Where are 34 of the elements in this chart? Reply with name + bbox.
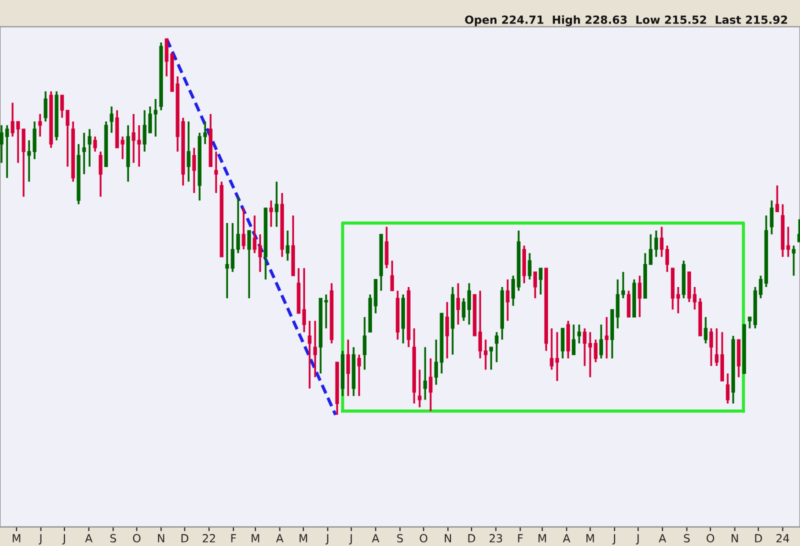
x-tick-label: N xyxy=(732,534,738,542)
x-tick-label: O xyxy=(132,534,140,542)
x-tick-label: M xyxy=(300,534,308,542)
x-tick-label: A xyxy=(372,534,380,542)
x-tick-label: J xyxy=(612,534,616,544)
x-tick-label: S xyxy=(110,534,116,542)
x-tick-label: 23 xyxy=(490,534,502,542)
x-tick-label: F xyxy=(518,534,523,542)
x-tick-label: A xyxy=(85,534,93,542)
x-tick-label: M xyxy=(586,534,594,542)
x-tick-label: J xyxy=(38,534,42,544)
x-tick-label: D xyxy=(755,534,762,542)
x-tick-label: J xyxy=(325,534,328,544)
x-tick-label: J xyxy=(62,534,65,544)
x-tick-label: O xyxy=(420,534,428,542)
x-tick-label: N xyxy=(444,534,451,542)
x-tick-label: S xyxy=(397,534,403,542)
x-tick-label: D xyxy=(468,534,476,542)
x-tick-label: A xyxy=(276,534,284,542)
x-tick-label: A xyxy=(658,534,666,542)
x-tick-label: M xyxy=(12,534,20,542)
x-tick-label: N xyxy=(158,534,164,542)
x-tick-label: M xyxy=(538,534,546,542)
x-tick-label: S xyxy=(684,534,690,542)
x-tick-label: D xyxy=(181,534,188,542)
x-tick-label: A xyxy=(562,534,570,542)
x-tick-label: F xyxy=(231,534,236,542)
x-tick-label: O xyxy=(706,534,714,542)
x-tick-label: J xyxy=(349,534,352,544)
text: Open 224.71 High 228.63 Low 215.52 Last 215.92 xyxy=(465,15,788,26)
x-tick-label: J xyxy=(636,534,639,544)
x-tick-label: 22 xyxy=(202,534,215,542)
x-tick-label: M xyxy=(252,534,260,542)
x-tick-label: 24 xyxy=(776,534,790,542)
